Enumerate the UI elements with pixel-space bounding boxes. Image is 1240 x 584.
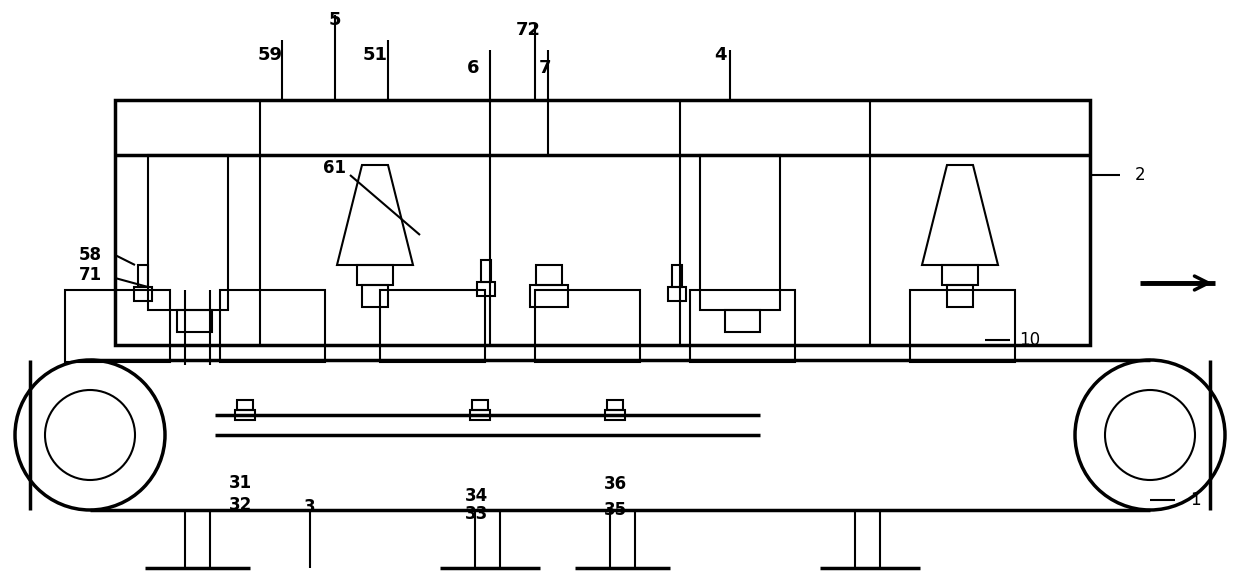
Text: 32: 32: [228, 496, 252, 514]
Text: 51: 51: [362, 46, 387, 64]
Bar: [470, 410, 490, 420]
Text: 5: 5: [329, 11, 341, 29]
Text: 7: 7: [538, 59, 552, 77]
Bar: [481, 260, 491, 282]
Bar: [668, 287, 686, 301]
Bar: [725, 310, 760, 332]
Text: 72: 72: [516, 21, 541, 39]
Text: 31: 31: [228, 474, 252, 492]
Bar: [64, 290, 170, 362]
Text: 35: 35: [604, 501, 626, 519]
Text: 6: 6: [466, 59, 479, 77]
Bar: [947, 285, 973, 307]
Bar: [942, 265, 978, 285]
Bar: [672, 265, 682, 287]
Bar: [134, 287, 153, 301]
Text: 36: 36: [604, 475, 626, 493]
Bar: [357, 265, 393, 285]
Text: 1: 1: [1189, 491, 1200, 509]
Bar: [219, 290, 325, 362]
Text: 71: 71: [78, 266, 102, 284]
Bar: [237, 400, 253, 410]
Bar: [148, 155, 228, 310]
Text: 2: 2: [1135, 166, 1146, 184]
Text: 59: 59: [258, 46, 283, 64]
Bar: [138, 265, 148, 287]
Bar: [701, 155, 780, 310]
Text: 34: 34: [465, 487, 489, 505]
Bar: [362, 285, 388, 307]
Text: 3: 3: [304, 498, 316, 516]
Bar: [608, 400, 622, 410]
Bar: [536, 265, 562, 285]
Text: 4: 4: [714, 46, 727, 64]
Bar: [177, 310, 212, 332]
Bar: [529, 285, 568, 307]
Text: 58: 58: [78, 246, 102, 264]
Bar: [689, 290, 795, 362]
Bar: [477, 282, 495, 296]
Bar: [534, 290, 640, 362]
Bar: [910, 290, 1016, 362]
Bar: [236, 410, 255, 420]
Bar: [115, 100, 1090, 345]
Bar: [472, 400, 489, 410]
Text: 61: 61: [324, 159, 346, 177]
Bar: [605, 410, 625, 420]
Bar: [379, 290, 485, 362]
Text: 33: 33: [465, 505, 489, 523]
Text: 10: 10: [1019, 331, 1040, 349]
